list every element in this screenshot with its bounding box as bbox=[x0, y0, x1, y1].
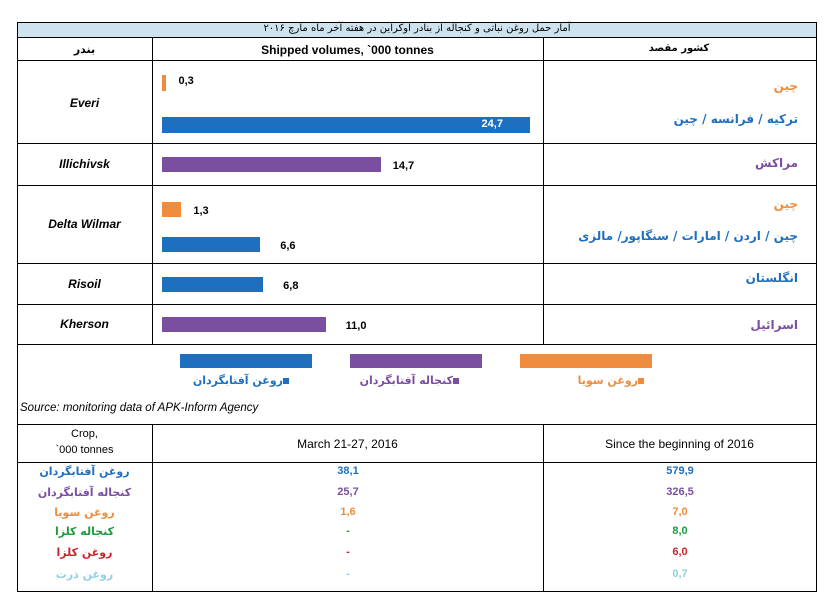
frame-bottom bbox=[17, 591, 817, 592]
table-divider-2 bbox=[543, 424, 544, 592]
table-row-label: کنجاله آفتابگردان bbox=[37, 486, 132, 499]
table-cell-week: 38,1 bbox=[337, 465, 359, 477]
port-header: بندر bbox=[73, 43, 96, 56]
bar-risoil-sunflower_oil bbox=[162, 277, 264, 292]
table-cell-since: 0,7 bbox=[672, 568, 688, 580]
bar-value-label: 0,3 bbox=[178, 75, 194, 87]
bar-delta-wilmar-soybean_oil bbox=[162, 202, 182, 217]
table-header-crop-line2: `000 tonnes bbox=[55, 444, 114, 456]
bar-value-label: 6,6 bbox=[280, 240, 296, 252]
destination-header: کشور مقصد bbox=[648, 43, 710, 54]
row-separator-2 bbox=[17, 185, 817, 186]
table-row-label: روغن کلزا bbox=[56, 546, 113, 559]
row-separator-3 bbox=[17, 263, 817, 264]
port-label-risoil: Risoil bbox=[68, 277, 101, 291]
legend-swatch-sunflower_oil bbox=[180, 354, 312, 368]
table-divider-1 bbox=[152, 424, 153, 592]
port-label-kherson: Kherson bbox=[60, 317, 109, 331]
legend-swatch-sunflower_meal bbox=[350, 354, 482, 368]
frame-right bbox=[816, 38, 817, 592]
table-cell-week: 25,7 bbox=[337, 486, 359, 498]
legend-label-sunflower_oil: روغن آفتابگردان bbox=[185, 374, 295, 387]
table-cell-week: - bbox=[346, 525, 350, 537]
legend-label-soybean_oil: روغن سویا bbox=[540, 374, 650, 387]
table-cell-since: 326,5 bbox=[666, 486, 694, 498]
destination-label: ترکیه / فرانسه / چین bbox=[673, 112, 798, 126]
table-cell-since: 579,9 bbox=[666, 465, 694, 477]
destination-label: چین / اردن / امارات / سنگاپور/ مالزی bbox=[578, 229, 798, 243]
row-separator-5 bbox=[17, 344, 817, 345]
table-cell-since: 8,0 bbox=[672, 525, 688, 537]
table-cell-since: 6,0 bbox=[672, 546, 688, 558]
port-label-illichivsk: Illichivsk bbox=[59, 157, 110, 171]
bar-everi-sunflower_oil bbox=[162, 117, 530, 133]
legend-square-icon bbox=[453, 378, 459, 384]
source-note: Source: monitoring data of APK-Inform Ag… bbox=[20, 402, 259, 414]
bar-value-label: 6,8 bbox=[283, 280, 299, 292]
bar-value-label: 11,0 bbox=[345, 320, 367, 332]
divider-port bbox=[152, 38, 153, 344]
frame-left bbox=[17, 38, 18, 592]
table-row-label: روغن سویا bbox=[54, 506, 115, 519]
destination-label: مراکش bbox=[755, 156, 798, 170]
destination-label: چین bbox=[773, 79, 798, 93]
legend-swatch-soybean_oil bbox=[520, 354, 652, 368]
divider-dest bbox=[543, 38, 544, 344]
bar-everi-soybean_oil bbox=[162, 75, 167, 91]
header-bottom-line bbox=[17, 60, 817, 61]
table-row-label: کنجاله کلزا bbox=[54, 525, 115, 538]
table-row-label: روغن آفتابگردان bbox=[39, 465, 130, 478]
bar-kherson-sunflower_meal bbox=[162, 317, 326, 332]
destination-label: چین bbox=[773, 197, 798, 211]
legend-text: کنجاله آفتابگردان bbox=[359, 374, 453, 387]
row-separator-4 bbox=[17, 304, 817, 305]
legend-square-icon bbox=[638, 378, 644, 384]
table-cell-week: - bbox=[346, 546, 350, 558]
row-separator-1 bbox=[17, 143, 817, 144]
destination-label: اسرائیل bbox=[750, 318, 798, 332]
legend-square-icon bbox=[283, 378, 289, 384]
bar-illichivsk-sunflower_meal bbox=[162, 157, 381, 172]
table-header-crop-line1: Crop, bbox=[71, 428, 98, 440]
table-cell-week: 1,6 bbox=[340, 506, 356, 518]
destination-label: انگلستان bbox=[745, 271, 798, 285]
table-header-week: March 21-27, 2016 bbox=[297, 437, 398, 451]
volumes-header: Shipped volumes, `000 tonnes bbox=[261, 43, 434, 57]
legend-text: روغن آفتابگردان bbox=[192, 374, 283, 387]
table-cell-week: - bbox=[346, 568, 350, 580]
table-cell-since: 7,0 bbox=[672, 506, 688, 518]
legend-label-sunflower_meal: کنجاله آفتابگردان bbox=[355, 374, 465, 387]
legend-text: روغن سویا bbox=[577, 374, 638, 387]
port-label-delta-wilmar: Delta Wilmar bbox=[48, 217, 121, 231]
table-header-since: Since the beginning of 2016 bbox=[605, 437, 754, 451]
table-row-label: روغن ذرت bbox=[55, 568, 114, 581]
title-bar bbox=[17, 22, 817, 38]
bar-delta-wilmar-sunflower_oil bbox=[162, 237, 261, 252]
chart-title: آمار حمل روغن نباتی و کنجاله از بنادر او… bbox=[263, 23, 571, 34]
port-label-everi: Everi bbox=[69, 96, 100, 110]
bar-value-label: 14,7 bbox=[392, 160, 415, 172]
bar-value-label: 24,7 bbox=[481, 118, 503, 130]
table-header-line bbox=[17, 462, 817, 463]
table-top-line bbox=[17, 424, 817, 425]
bar-value-label: 1,3 bbox=[193, 205, 209, 217]
